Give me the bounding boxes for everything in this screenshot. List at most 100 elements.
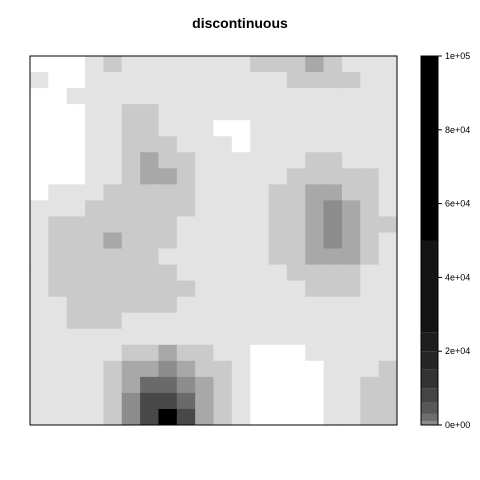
heatmap-cell: [176, 344, 196, 362]
heatmap-cell: [176, 328, 196, 346]
heatmap-cell: [195, 328, 214, 346]
heatmap-cell: [195, 136, 214, 153]
heatmap-cell: [341, 248, 361, 266]
heatmap-cell: [305, 328, 325, 346]
heatmap-cell: [85, 136, 104, 153]
heatmap-cell: [176, 88, 196, 105]
heatmap-cell: [30, 264, 49, 282]
heatmap-cell: [250, 200, 270, 217]
heatmap-cell: [305, 360, 325, 378]
heatmap-cell: [103, 152, 123, 169]
heatmap-cell: [341, 56, 361, 73]
heatmap-cell: [195, 168, 214, 185]
heatmap-cell: [305, 280, 325, 298]
heatmap-cell: [250, 328, 270, 346]
heatmap-cell: [85, 200, 104, 217]
heatmap-cell: [66, 104, 86, 121]
heatmap-cell: [323, 56, 343, 73]
heatmap-cell: [286, 408, 306, 426]
heatmap-cell: [250, 376, 270, 394]
colorbar: [420, 55, 439, 426]
heatmap-cell: [66, 360, 86, 378]
heatmap-cell: [66, 184, 86, 201]
heatmap-cell: [305, 104, 325, 121]
heatmap-cell: [66, 296, 86, 314]
heatmap-cell: [213, 312, 233, 330]
heatmap-cell: [286, 120, 306, 137]
heatmap-cell: [286, 280, 306, 298]
heatmap-cell: [195, 184, 214, 201]
heatmap-cell: [360, 344, 380, 362]
heatmap-cell: [176, 216, 196, 233]
heatmap-cell: [213, 376, 233, 394]
heatmap-cell: [341, 264, 361, 282]
heatmap-cell: [360, 56, 380, 73]
heatmap-cell: [231, 264, 251, 282]
heatmap-cell: [378, 360, 398, 378]
heatmap-cell: [378, 280, 398, 298]
heatmap-cell: [176, 152, 196, 169]
heatmap-cell: [85, 104, 104, 121]
heatmap-cell: [158, 72, 178, 89]
heatmap-cell: [30, 296, 49, 314]
heatmap-cell: [195, 216, 214, 233]
heatmap-cell: [195, 56, 214, 73]
heatmap-cell: [305, 376, 325, 394]
heatmap-cell: [103, 328, 123, 346]
heatmap-cell: [176, 168, 196, 185]
heatmap-cell: [140, 232, 159, 250]
heatmap-cell: [66, 328, 86, 346]
heatmap-cell: [360, 408, 380, 426]
heatmap-cell: [360, 360, 380, 378]
heatmap-cell: [66, 312, 86, 330]
heatmap-cell: [140, 392, 159, 410]
colorbar-tick-label: 2e+04: [445, 346, 470, 356]
heatmap-cell: [121, 328, 141, 346]
heatmap-cell: [231, 248, 251, 266]
heatmap-cell: [85, 264, 104, 282]
heatmap-cell: [140, 120, 159, 137]
heatmap-cell: [305, 216, 325, 233]
heatmap-cell: [286, 264, 306, 282]
heatmap-cell: [48, 296, 68, 314]
heatmap-cell: [213, 408, 233, 426]
heatmap-cell: [323, 120, 343, 137]
heatmap-cell: [30, 120, 49, 137]
heatmap-cell: [30, 392, 49, 410]
heatmap-cell: [231, 72, 251, 89]
heatmap-cell: [286, 184, 306, 201]
heatmap-cell: [121, 120, 141, 137]
heatmap-cell: [213, 104, 233, 121]
heatmap-cell: [360, 168, 380, 185]
heatmap-cell: [213, 392, 233, 410]
heatmap-cell: [85, 328, 104, 346]
heatmap-cell: [323, 232, 343, 250]
heatmap-cell: [30, 312, 49, 330]
heatmap-cell: [360, 296, 380, 314]
heatmap-cell: [66, 168, 86, 185]
heatmap-cell: [286, 72, 306, 89]
heatmap-cell: [213, 264, 233, 282]
heatmap-cell: [378, 168, 398, 185]
heatmap-cell: [250, 312, 270, 330]
heatmap-cell: [103, 360, 123, 378]
heatmap-cell: [103, 232, 123, 250]
heatmap-cell: [158, 328, 178, 346]
heatmap-cell: [268, 184, 288, 201]
colorbar-bin: [421, 369, 438, 389]
heatmap-cell: [231, 296, 251, 314]
heatmap-cell: [85, 312, 104, 330]
heatmap-cell: [286, 232, 306, 250]
heatmap-cell: [341, 328, 361, 346]
heatmap-cell: [121, 72, 141, 89]
heatmap-cell: [360, 184, 380, 201]
heatmap-cell: [121, 104, 141, 121]
colorbar-tick-label: 8e+04: [445, 125, 470, 135]
heatmap-cell: [48, 312, 68, 330]
heatmap-cell: [323, 152, 343, 169]
heatmap-cell: [176, 296, 196, 314]
heatmap-cell: [323, 280, 343, 298]
heatmap-cell: [213, 200, 233, 217]
heatmap-cell: [250, 264, 270, 282]
heatmap-cell: [213, 184, 233, 201]
